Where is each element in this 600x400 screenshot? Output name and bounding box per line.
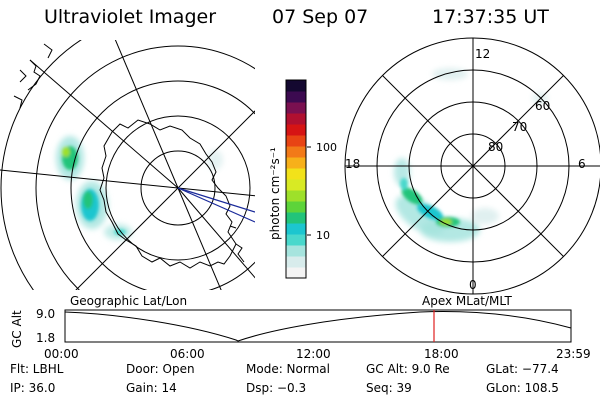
aurora-emission-right [394,68,548,242]
filter-status: Flt: LBHL [10,362,64,376]
alt-tick-1.8: 1.8 [36,331,55,345]
colorbar-tick-10: 10 [316,229,330,242]
instrument-title: Ultraviolet Imager [44,6,217,28]
door-status: Door: Open [126,362,195,376]
colorbar-segment [286,135,306,147]
colorbar-segment [286,179,306,191]
mlat-label-60: 60 [535,99,550,113]
x-tick-0600: 06:00 [170,347,205,361]
colorbar-segment [286,91,306,103]
colorbar-segment [286,146,306,158]
mlt-label-0: 0 [469,278,477,292]
colorbar-segment [286,245,306,257]
colorbar-segment [286,223,306,235]
mlt-label-18: 18 [345,157,360,171]
mlat-label-80: 80 [488,140,503,154]
colorbar-segment [286,157,306,169]
alt-tick-9: 9.0 [36,307,55,321]
seq-status: Seq: 39 [366,381,412,395]
magnetic-polar-plot: 12 18 6 0 60 70 80 [344,37,600,295]
mode-status: Mode: Normal [246,362,330,376]
colorbar-tick-100: 100 [316,141,337,154]
colorbar-border [285,79,307,279]
colorbar-segment [286,201,306,213]
dsp-status: Dsp: −0.3 [246,381,307,395]
colorbar-segment [286,124,306,136]
colorbar-segment [286,190,306,202]
colorbar-segment [286,256,306,268]
colorbar [285,79,307,279]
colorbar-segment [286,267,306,279]
colorbar-segment [286,113,306,125]
x-tick-0000: 00:00 [44,347,79,361]
magnetic-panel-title: Apex MLat/MLT [422,294,512,308]
aurora-emission-left [56,136,223,240]
colorbar-segment [286,212,306,224]
altitude-curve [64,311,572,342]
glat-status: GLat: −77.4 [486,362,559,376]
mlt-label-6: 6 [578,157,586,171]
gain-status: Gain: 14 [126,381,177,395]
geographic-panel-title: Geographic Lat/Lon [70,294,187,308]
date-label: 07 Sep 07 [272,6,369,28]
colorbar-unit-label: photon cm⁻²s⁻¹ [268,147,282,240]
time-label: 17:37:35 UT [432,6,549,28]
colorbar-segment [286,234,306,246]
x-tick-1800: 18:00 [424,347,459,361]
altitude-plot: 9.0 1.8 GC Alt 00:00 06:00 12:00 18:00 2… [10,294,591,361]
colorbar-segment [286,80,306,92]
x-tick-1200: 12:00 [296,347,331,361]
colorbar-segment [286,102,306,114]
mlat-label-70: 70 [512,120,527,134]
x-tick-2359: 23:59 [556,347,591,361]
geographic-map [0,40,255,290]
alt-axis-label: GC Alt [10,310,24,348]
glon-status: GLon: 108.5 [486,381,559,395]
antarctica-coastline [99,119,237,269]
gc-alt-status: GC Alt: 9.0 Re [366,362,450,376]
mlt-label-12: 12 [475,47,490,61]
ip-status: IP: 36.0 [10,381,56,395]
colorbar-segment [286,168,306,180]
